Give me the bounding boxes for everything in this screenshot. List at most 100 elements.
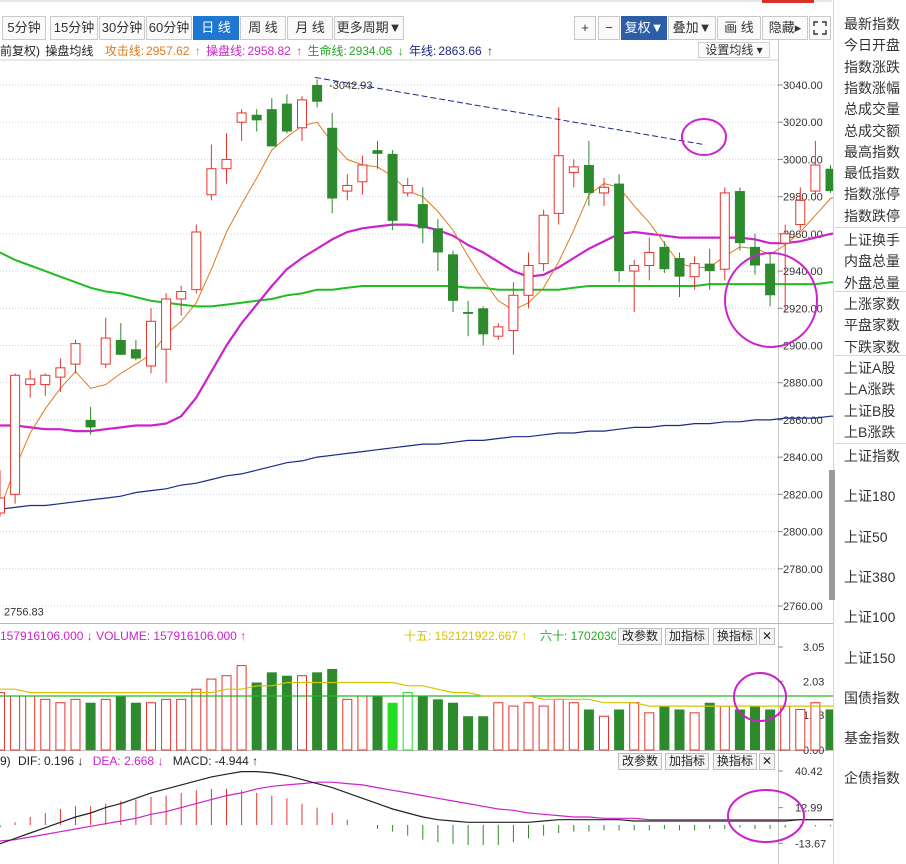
volume-bar	[281, 675, 292, 750]
volume-tick-label: 2.03	[803, 676, 824, 688]
sidebar-item-stat-2: 外盘总量	[844, 274, 900, 291]
candle-body	[448, 254, 458, 301]
volume-bar	[538, 705, 549, 751]
candle-body	[372, 150, 383, 154]
close-icon[interactable]: ✕	[759, 628, 775, 645]
candle-body	[704, 263, 715, 272]
market-sidebar: 最新指数 今日开盘 指数涨跌 指数涨幅 总成交量 总成交额 最高指数 最低指数 指数涨停 指数跌停…	[833, 0, 906, 864]
candle-body	[85, 419, 96, 428]
set-ma-button[interactable]: 设置均线 ▾	[698, 42, 770, 58]
volume-add-indicator-button[interactable]: 加指标	[665, 628, 709, 645]
candle-body	[191, 231, 202, 291]
volume-bar	[734, 709, 745, 750]
price-tick-label: 2820.00	[783, 489, 823, 501]
macd-add-indicator-button[interactable]: 加指标	[665, 753, 709, 770]
candlestick	[10, 373, 21, 504]
volume-bar	[523, 702, 534, 751]
period-30min[interactable]: 30分钟	[99, 16, 145, 40]
candle-body	[161, 298, 172, 350]
candlestick	[478, 306, 489, 346]
candlestick	[523, 252, 534, 309]
expand-icon[interactable]	[809, 16, 831, 40]
sidebar-item-index-4[interactable]: 上证100	[844, 609, 896, 626]
macd-switch-indicator-button[interactable]: 换指标	[713, 753, 757, 770]
candle-body	[523, 264, 534, 296]
sidebar-item-info-9: 指数跌停	[844, 207, 900, 224]
volume-bar	[825, 709, 833, 750]
candle-body	[719, 192, 730, 270]
sidebar-scrollbar[interactable]	[829, 470, 835, 600]
volume-bar	[750, 706, 760, 750]
candlestick	[206, 144, 217, 201]
macd-edit-params-button[interactable]: 改参数	[618, 753, 662, 770]
candle-body	[478, 308, 489, 335]
zoom-out-button[interactable]: −	[598, 16, 620, 40]
candle-body	[0, 497, 5, 514]
period-more-dropdown[interactable]: 更多周期▼	[334, 16, 404, 40]
volume-bar	[448, 702, 458, 750]
candle-body	[825, 168, 833, 192]
low-label: 2756.83	[4, 607, 44, 619]
volume-switch-indicator-button[interactable]: 换指标	[713, 628, 757, 645]
volume-bar	[55, 702, 66, 751]
hide-sidebar-button[interactable]: 隐藏▸	[762, 16, 808, 40]
overlay-dropdown[interactable]: 叠加▼	[668, 16, 716, 40]
candle-body	[493, 326, 504, 337]
volume-ma15-text: 十五: 152121922.667 ↑	[404, 629, 528, 643]
sidebar-item-index-2[interactable]: 上证50	[844, 528, 888, 545]
volume-bar	[780, 705, 791, 751]
candle-body	[765, 263, 776, 296]
volume-edit-params-button[interactable]: 改参数	[618, 628, 662, 645]
draw-line-button[interactable]: 画 线	[717, 16, 761, 40]
period-5min[interactable]: 5分钟	[2, 16, 46, 40]
period-15min[interactable]: 15分钟	[50, 16, 98, 40]
zoom-in-button[interactable]: +	[574, 16, 596, 40]
sidebar-item-info-3: 指数涨幅	[844, 79, 900, 96]
chart-canvas[interactable]: 3040.003020.003000.002980.002960.002940.…	[0, 0, 833, 864]
sidebar-item-stat-1: 内盘总量	[844, 253, 900, 270]
close-icon[interactable]: ✕	[759, 753, 775, 770]
year-line-legend: 年线: 2863.66 ↑	[408, 44, 494, 58]
sidebar-item-index-5[interactable]: 上证150	[844, 649, 896, 666]
volume-tick-label: 3.05	[803, 642, 824, 654]
volume-bar	[629, 702, 640, 751]
volume-bar	[810, 702, 821, 751]
candle-body	[327, 127, 338, 199]
candle-body	[357, 164, 368, 183]
life-line	[0, 251, 833, 308]
attack-line	[0, 121, 833, 510]
period-monthly[interactable]: 月 线	[287, 16, 333, 40]
volume-bar	[387, 702, 398, 750]
volume-bar	[417, 695, 428, 750]
sidebar-item-index-0[interactable]: 上证指数	[844, 448, 900, 464]
sidebar-item-index-8[interactable]: 企债指数	[844, 770, 900, 787]
candle-body	[251, 114, 262, 121]
candlestick	[161, 293, 172, 383]
year-line	[0, 415, 833, 510]
sidebar-item-index-7[interactable]: 基金指数	[844, 730, 900, 747]
price-tick-label: 3020.00	[783, 117, 823, 129]
candlestick	[372, 140, 383, 169]
candle-body	[55, 367, 66, 378]
volume-bar	[176, 698, 187, 751]
volume-bar	[236, 665, 247, 751]
sidebar-item-index-6[interactable]: 国债指数	[844, 689, 900, 706]
sidebar-item-index-1[interactable]: 上证180	[844, 488, 896, 505]
macd-value-text: MACD: -4.944 ↑	[172, 754, 259, 768]
price-tick-label: 2800.00	[783, 527, 823, 539]
candlestick	[130, 339, 141, 361]
period-60min[interactable]: 60分钟	[146, 16, 192, 40]
candle-body	[734, 191, 745, 244]
volume-bar	[719, 705, 730, 751]
candlestick	[191, 224, 202, 294]
sidebar-item-share-2: 上证B股	[844, 402, 896, 419]
price-tick-label: 2940.00	[783, 266, 823, 278]
volume-ma15-line	[0, 681, 833, 707]
top-accent-bar	[762, 0, 814, 3]
restore-rights-dropdown[interactable]: 复权▼	[621, 16, 667, 40]
sidebar-item-index-3[interactable]: 上证380	[844, 568, 896, 585]
period-daily[interactable]: 日 线	[193, 16, 239, 40]
period-weekly[interactable]: 周 线	[240, 16, 286, 40]
volume-bar	[599, 715, 609, 751]
price-tick-label: 2980.00	[783, 192, 823, 204]
